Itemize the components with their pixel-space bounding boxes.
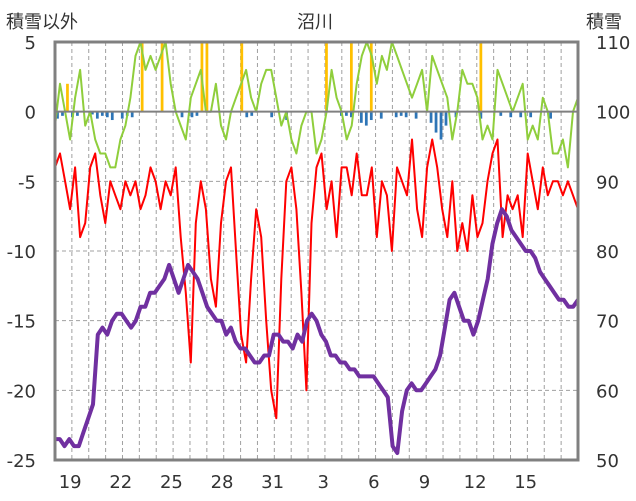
precip-blue-bar — [379, 111, 383, 119]
green-series-line — [54, 41, 579, 169]
right-tick-label: 50 — [596, 451, 619, 472]
left-tick-label: -20 — [7, 381, 36, 402]
precip-orange-bar — [140, 42, 144, 112]
precip-orange-bar — [240, 42, 244, 112]
left-tick-label: -15 — [7, 312, 36, 333]
precip-orange-bar — [160, 42, 164, 112]
left-tick-label: 0 — [25, 103, 36, 124]
precip-blue-bar — [100, 111, 104, 116]
precip-blue-bar — [110, 111, 114, 121]
precip-blue-bar — [404, 111, 408, 118]
left-tick-label: -5 — [18, 172, 36, 193]
precip-orange-bar — [479, 42, 483, 112]
precip-blue-bar — [359, 111, 363, 123]
plot-border — [53, 40, 580, 462]
precip-blue-bar — [61, 111, 64, 116]
precip-blue-bar — [56, 111, 59, 119]
precip-blue-bar — [499, 111, 503, 116]
x-tick-label: 15 — [514, 472, 537, 493]
precip-blue-bar — [479, 111, 483, 119]
right-tick-label: 60 — [596, 381, 619, 402]
precip-blue-bar — [130, 111, 134, 118]
precip-orange-bar — [205, 42, 209, 112]
precip-orange-bar — [325, 42, 328, 112]
precip-blue-bar — [180, 111, 184, 118]
precip-blue-bar — [429, 111, 433, 123]
snow-series-line — [55, 207, 580, 455]
precip-blue-bar — [444, 111, 448, 126]
precip-blue-bar — [364, 111, 368, 126]
precip-blue-bar — [95, 111, 99, 119]
right-tick-label: 110 — [596, 33, 630, 54]
precip-blue-bar — [549, 111, 552, 119]
precip-blue-bar — [439, 111, 443, 140]
precip-blue-bar — [349, 111, 353, 118]
right-tick-label: 90 — [596, 172, 619, 193]
precip-blue-bar — [195, 111, 199, 116]
x-tick-label: 28 — [211, 472, 234, 493]
right-tick-label: 70 — [596, 312, 619, 333]
left-axis-title: 積雪以外 — [6, 12, 78, 33]
precip-blue-bar — [270, 111, 274, 118]
series-lines — [54, 41, 580, 455]
precip-blue-bar — [76, 111, 79, 116]
precip-blue-bar — [190, 111, 194, 118]
left-tick-label: 5 — [25, 33, 36, 54]
x-tick-label: 31 — [261, 472, 284, 493]
x-tick-label: 6 — [368, 472, 379, 493]
gridlines — [55, 42, 578, 460]
precip-blue-bar — [519, 111, 523, 118]
precip-orange-bar — [349, 42, 353, 112]
right-axis-title: 積雪 — [586, 12, 622, 33]
precip-blue-bar — [369, 111, 373, 121]
plot-frame — [53, 40, 580, 462]
left-tick-label: -25 — [7, 451, 36, 472]
x-tick-label: 19 — [59, 472, 82, 493]
x-tick-label: 9 — [419, 472, 430, 493]
precip-orange-bar — [369, 42, 373, 112]
right-tick-label: 80 — [596, 242, 619, 263]
x-tick-label: 22 — [109, 472, 132, 493]
precip-orange-bar — [66, 83, 69, 112]
precip-blue-bar — [434, 111, 438, 133]
precip-blue-bar — [345, 111, 348, 116]
precip-blue-bar — [120, 111, 124, 119]
precip-blue-bar — [90, 111, 94, 115]
precip-blue-bar — [105, 111, 109, 118]
x-tick-label: 25 — [160, 472, 183, 493]
precip-blue-bar — [394, 111, 398, 118]
red-series-line — [54, 138, 579, 420]
precip-blue-bar — [529, 111, 533, 118]
precip-blue-bar — [245, 111, 249, 118]
x-tick-label: 12 — [464, 472, 487, 493]
x-tick-label: 3 — [318, 472, 329, 493]
right-tick-label: 100 — [596, 103, 630, 124]
precip-blue-bar — [399, 111, 403, 116]
precip-blue-bar — [414, 111, 418, 119]
precip-blue-bar — [509, 111, 513, 118]
precip-blue-bar — [250, 111, 254, 116]
chart-title: 沼川 — [297, 12, 333, 33]
left-tick-label: -10 — [7, 242, 36, 263]
